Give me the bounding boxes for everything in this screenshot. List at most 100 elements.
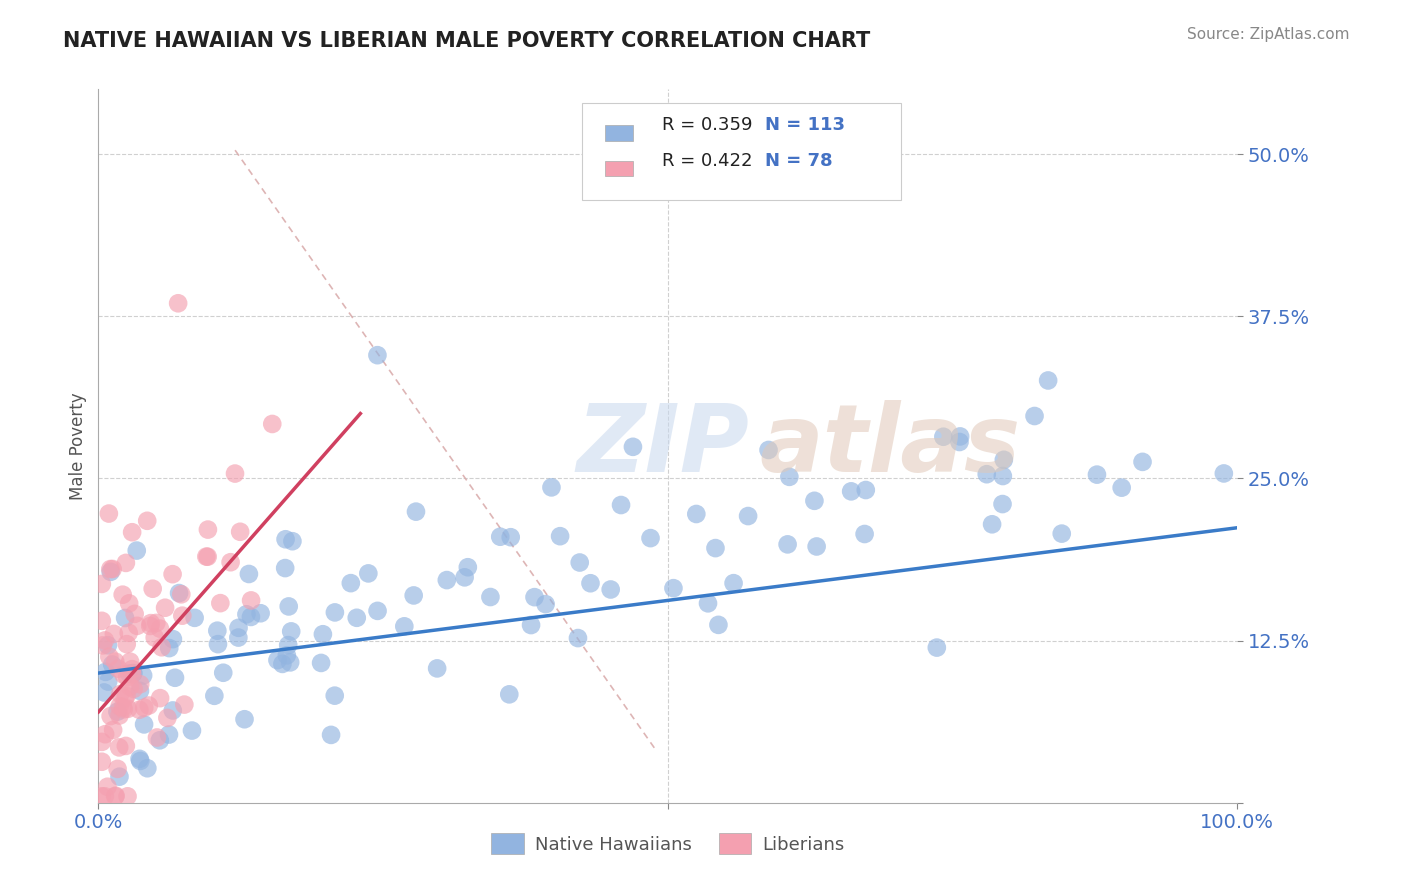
Point	[323, 606, 346, 620]
Point	[520, 618, 543, 632]
Point	[128, 752, 150, 766]
Point	[402, 589, 425, 603]
Point	[981, 517, 1004, 532]
Point	[97, 674, 120, 689]
Point	[132, 668, 155, 682]
Point	[1132, 455, 1154, 469]
Point	[278, 656, 301, 670]
Point	[806, 540, 828, 554]
Point	[146, 731, 169, 745]
Point	[101, 723, 124, 737]
Text: ZIP: ZIP	[576, 400, 749, 492]
Point	[340, 576, 363, 591]
Point	[117, 702, 139, 716]
Point	[104, 789, 127, 804]
Point	[1024, 409, 1046, 423]
Point	[100, 565, 122, 579]
Point	[118, 596, 141, 610]
Point	[120, 655, 142, 669]
Point	[173, 698, 195, 712]
Point	[94, 789, 117, 804]
Point	[132, 717, 155, 731]
Point	[167, 586, 190, 600]
Point	[202, 689, 225, 703]
Point	[117, 789, 139, 804]
Point	[405, 505, 427, 519]
Point	[1111, 481, 1133, 495]
Point	[723, 576, 745, 591]
Point	[125, 543, 148, 558]
Point	[98, 562, 121, 576]
Point	[228, 631, 250, 645]
Point	[97, 507, 120, 521]
Point	[115, 689, 138, 703]
Point	[115, 556, 138, 570]
Text: N = 78: N = 78	[765, 152, 832, 169]
Point	[163, 671, 186, 685]
Point	[948, 435, 970, 450]
Point	[778, 470, 800, 484]
Point	[118, 680, 141, 694]
Point	[991, 497, 1014, 511]
Point	[457, 560, 479, 574]
Point	[157, 641, 180, 656]
Point	[991, 469, 1014, 483]
Point	[207, 624, 229, 638]
Point	[1036, 374, 1059, 388]
Point	[309, 656, 332, 670]
Point	[172, 608, 194, 623]
Point	[277, 599, 299, 614]
Point	[737, 509, 759, 524]
Point	[108, 708, 131, 723]
Point	[803, 493, 825, 508]
Point	[367, 604, 389, 618]
Point	[142, 582, 165, 596]
Point	[277, 638, 299, 652]
Text: Source: ZipAtlas.com: Source: ZipAtlas.com	[1187, 27, 1350, 42]
Point	[436, 573, 458, 587]
Point	[114, 611, 136, 625]
Point	[707, 618, 730, 632]
Point	[212, 665, 235, 680]
Point	[122, 666, 145, 681]
Point	[145, 615, 167, 630]
Point	[266, 653, 288, 667]
Point	[853, 527, 876, 541]
Point	[111, 700, 134, 714]
Point	[112, 667, 135, 681]
Point	[426, 661, 449, 675]
Point	[685, 507, 707, 521]
Point	[103, 627, 125, 641]
Point	[114, 691, 136, 706]
Point	[229, 524, 252, 539]
Y-axis label: Male Poverty: Male Poverty	[69, 392, 87, 500]
Point	[96, 780, 118, 794]
Point	[101, 562, 124, 576]
Point	[149, 733, 172, 747]
Point	[118, 666, 141, 681]
Point	[621, 440, 644, 454]
Point	[498, 687, 520, 701]
Point	[110, 687, 132, 701]
Point	[357, 566, 380, 581]
Point	[568, 556, 591, 570]
Legend: Native Hawaiians, Liberians: Native Hawaiians, Liberians	[484, 826, 852, 862]
Point	[101, 657, 124, 672]
Point	[219, 555, 242, 569]
Point	[610, 498, 633, 512]
Point	[312, 627, 335, 641]
Point	[548, 529, 571, 543]
Point	[274, 561, 297, 575]
Point	[129, 677, 152, 691]
Point	[209, 596, 232, 610]
Point	[183, 611, 205, 625]
Point	[239, 610, 262, 624]
Point	[170, 587, 193, 601]
Point	[976, 467, 998, 482]
Point	[121, 525, 143, 540]
Point	[162, 632, 184, 646]
Point	[855, 483, 877, 497]
Point	[156, 711, 179, 725]
Point	[162, 567, 184, 582]
Point	[228, 621, 250, 635]
